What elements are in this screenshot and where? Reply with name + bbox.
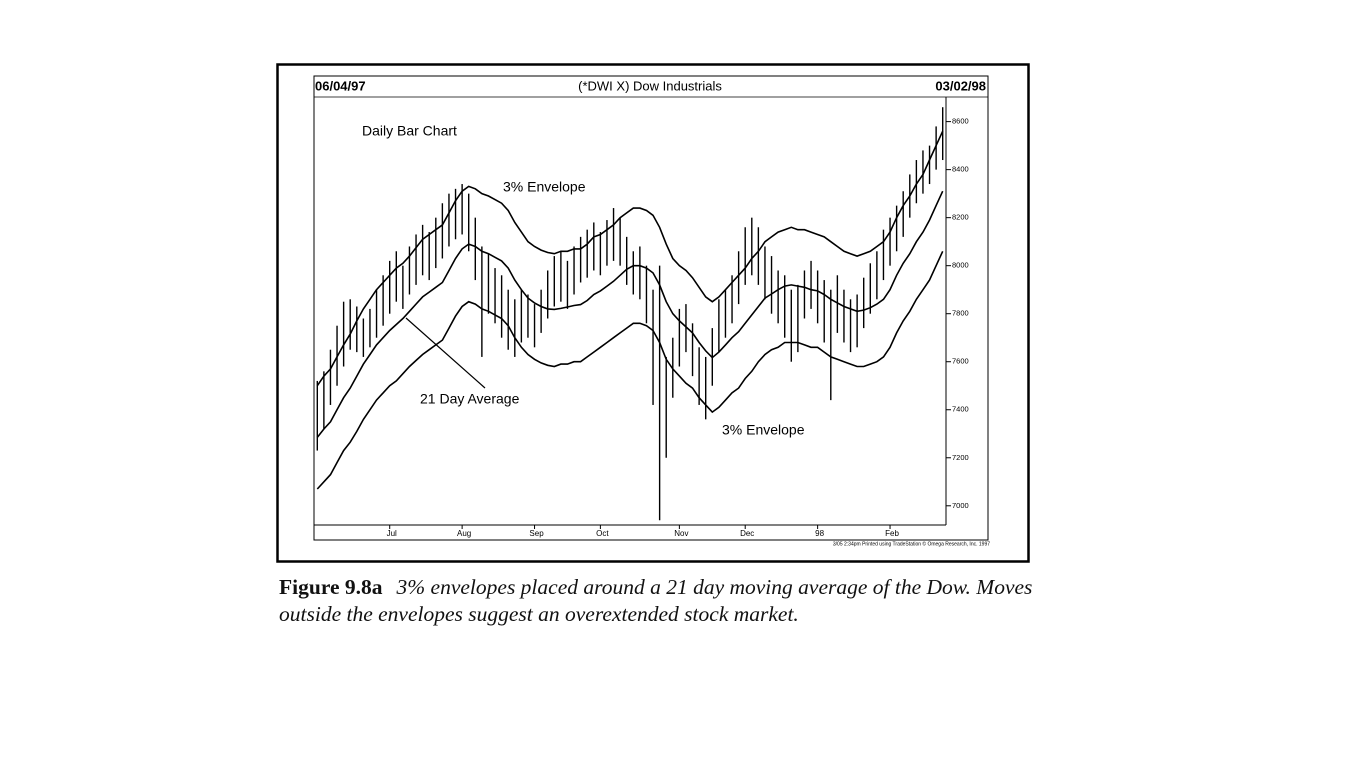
y-tick-label: 7800 (952, 309, 969, 318)
end-date: 03/02/98 (935, 78, 986, 93)
x-tick-label: Oct (596, 529, 609, 538)
caption-text: 3% envelopes placed around a 21 day movi… (279, 575, 1033, 626)
footer: 3/05 2:34pm Printed using TradeStation ©… (833, 540, 990, 547)
start-date: 06/04/97 (315, 78, 366, 93)
caption-label: Figure 9.8a (279, 575, 383, 599)
x-tick-label: 98 (815, 529, 824, 538)
y-tick-label: 8200 (952, 213, 969, 222)
y-tick-label: 7600 (952, 357, 969, 366)
x-tick-label: Nov (674, 529, 688, 538)
caption: Figure 9.8a 3% envelopes placed around a … (279, 574, 1039, 628)
y-tick-label: 8000 (952, 261, 969, 270)
outer-frame (276, 63, 1030, 563)
annotation: 3% Envelope (503, 179, 586, 195)
x-tick-label: Feb (885, 529, 899, 538)
annotation: 3% Envelope (722, 422, 805, 438)
annotation: 21 Day Average (420, 391, 520, 407)
envelope-line (316, 130, 944, 387)
x-tick-label: Jul (387, 529, 397, 538)
x-tick-label: Dec (740, 529, 754, 538)
y-tick-label: 7000 (952, 501, 969, 510)
y-tick-label: 8400 (952, 165, 969, 174)
subtitle: Daily Bar Chart (362, 123, 457, 139)
inner-frame (313, 75, 989, 541)
envelope-line (316, 250, 944, 490)
annotation-pointer (405, 317, 486, 389)
y-tick-label: 7200 (952, 453, 969, 462)
y-tick-label: 8600 (952, 117, 969, 126)
y-tick-label: 7400 (952, 405, 969, 414)
envelope-line (316, 190, 944, 438)
chart-title: (*DWI X) Dow Industrials (578, 78, 722, 93)
x-tick-label: Sep (529, 529, 544, 538)
x-tick-label: Aug (457, 529, 471, 538)
